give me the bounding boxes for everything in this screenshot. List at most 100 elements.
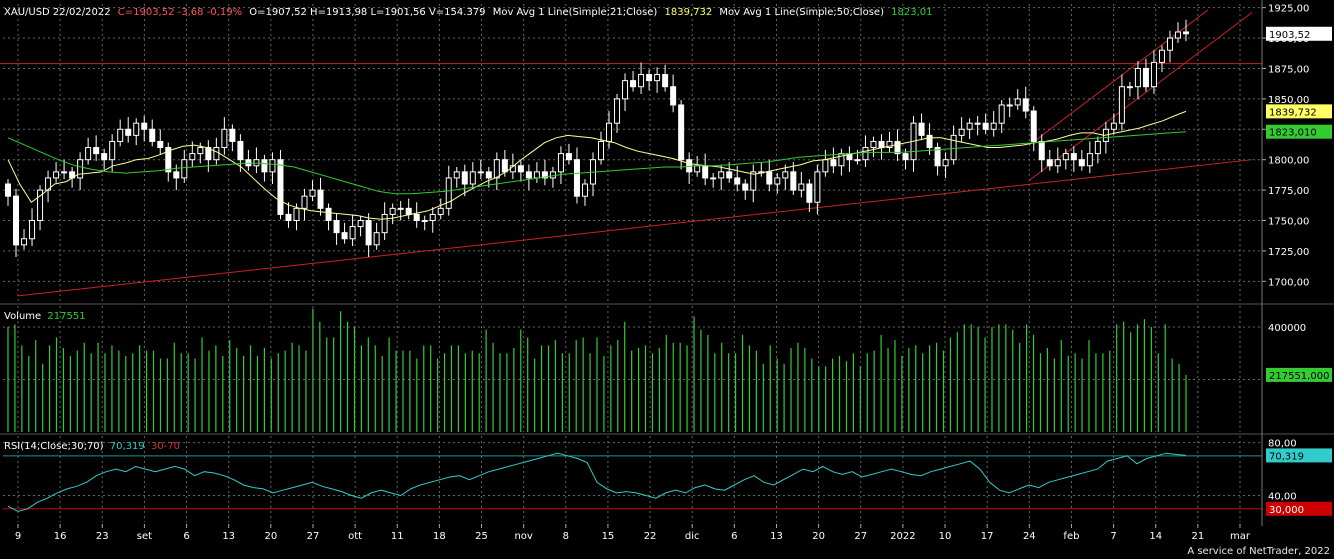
candle bbox=[710, 173, 717, 188]
ma21-line bbox=[7, 110, 1187, 220]
candle bbox=[405, 198, 412, 220]
trendline-channel-lower bbox=[1029, 12, 1253, 181]
candle bbox=[1062, 148, 1069, 170]
candle-body bbox=[678, 104, 685, 161]
candle bbox=[654, 67, 661, 93]
candle-body bbox=[966, 122, 973, 130]
grid-lines bbox=[3, 4, 1262, 522]
header-change: C=1903,52 -3,68 -0,19% bbox=[118, 7, 242, 18]
candle bbox=[437, 198, 444, 220]
candle-body bbox=[1086, 153, 1093, 167]
candle-body bbox=[598, 140, 605, 161]
candle bbox=[1038, 134, 1045, 172]
candle-body bbox=[213, 147, 220, 161]
candle bbox=[1134, 61, 1141, 99]
candle bbox=[229, 124, 236, 152]
candle bbox=[846, 146, 853, 172]
candle-body bbox=[309, 189, 316, 197]
candle-body bbox=[197, 147, 204, 155]
candle-body bbox=[1046, 159, 1053, 167]
candle bbox=[221, 117, 228, 155]
candle bbox=[1126, 81, 1133, 97]
candle-body bbox=[421, 220, 428, 223]
y-tick-label: 1750,00 bbox=[1268, 217, 1309, 228]
x-tick-label: 27 bbox=[854, 531, 867, 542]
candle bbox=[53, 162, 60, 183]
candle-body bbox=[77, 159, 84, 179]
candle-body bbox=[662, 74, 669, 88]
candle-body bbox=[1118, 86, 1125, 124]
candle bbox=[213, 137, 220, 165]
candle bbox=[606, 111, 613, 149]
x-tick-label: 13 bbox=[770, 531, 783, 542]
value-tags: 1903,52 1839,732 1823,010 217551,000 70,319 3… bbox=[1266, 26, 1332, 516]
rsi-tick-label: 40,00 bbox=[1268, 492, 1297, 503]
candle-body bbox=[581, 183, 588, 197]
candle bbox=[61, 159, 68, 180]
candle-body bbox=[21, 238, 28, 246]
header-ohlcv: O=1907,52 H=1913,98 L=1901,56 V=154.379 bbox=[249, 7, 485, 18]
candle bbox=[950, 125, 957, 165]
candle bbox=[1022, 86, 1029, 119]
candle-body bbox=[221, 128, 228, 149]
ma50-tag-bg bbox=[1266, 124, 1332, 139]
candle-body bbox=[141, 122, 148, 130]
candle-body bbox=[93, 147, 100, 155]
candle-body bbox=[109, 140, 116, 161]
candle-body bbox=[894, 140, 901, 155]
candle bbox=[1166, 30, 1173, 63]
candle bbox=[766, 159, 773, 192]
candle bbox=[1174, 22, 1181, 43]
candle-body bbox=[165, 147, 172, 173]
candle-body bbox=[53, 171, 60, 179]
y-tick-label: 1800,00 bbox=[1268, 156, 1309, 167]
candle bbox=[309, 180, 316, 202]
candle-body bbox=[1166, 37, 1173, 51]
candle-body bbox=[990, 122, 997, 130]
rsi-path bbox=[7, 452, 1187, 512]
candle bbox=[165, 142, 172, 182]
candle-body bbox=[686, 159, 693, 173]
x-tick-label: feb bbox=[1063, 531, 1079, 542]
candle bbox=[13, 188, 20, 257]
x-tick-label: mar bbox=[1230, 531, 1251, 542]
candle bbox=[573, 147, 580, 204]
candle bbox=[750, 164, 757, 203]
header-ma21-label: Mov Avg 1 Line(Simple;21;Close) bbox=[493, 7, 658, 18]
candle-body bbox=[646, 74, 653, 82]
candle bbox=[958, 117, 965, 143]
candle-body bbox=[1006, 104, 1013, 107]
candle-body bbox=[149, 128, 156, 142]
candle-body bbox=[365, 220, 372, 246]
candle bbox=[245, 149, 252, 171]
candle-body bbox=[413, 213, 420, 222]
x-tick-label: 22 bbox=[644, 531, 657, 542]
candle-body bbox=[886, 140, 893, 149]
credit-text: A service of NetTrader, 2022 bbox=[1187, 546, 1330, 557]
candle bbox=[429, 207, 436, 233]
candle bbox=[814, 164, 821, 215]
candle-body bbox=[934, 147, 941, 167]
candle-body bbox=[670, 86, 677, 106]
candle bbox=[758, 162, 765, 177]
candle-body bbox=[902, 153, 909, 161]
candle-body bbox=[437, 207, 444, 215]
candle bbox=[894, 129, 901, 161]
candle-body bbox=[1094, 140, 1101, 155]
candle-body bbox=[469, 171, 476, 185]
y-tick-label: 1700,00 bbox=[1268, 277, 1309, 288]
candle bbox=[1110, 113, 1117, 135]
rsi-legend: RSI(14;Close;30;70) 70,319 30-70 bbox=[4, 441, 180, 452]
candle bbox=[77, 152, 84, 191]
candle bbox=[477, 159, 484, 180]
candle-body bbox=[189, 153, 196, 161]
candle-body bbox=[838, 153, 845, 167]
candle-body bbox=[285, 213, 292, 222]
candle-body bbox=[870, 140, 877, 149]
candle-body bbox=[445, 177, 452, 209]
candle-body bbox=[117, 128, 124, 142]
candle bbox=[838, 148, 845, 176]
candle bbox=[1078, 149, 1085, 171]
candle-body bbox=[830, 159, 837, 167]
